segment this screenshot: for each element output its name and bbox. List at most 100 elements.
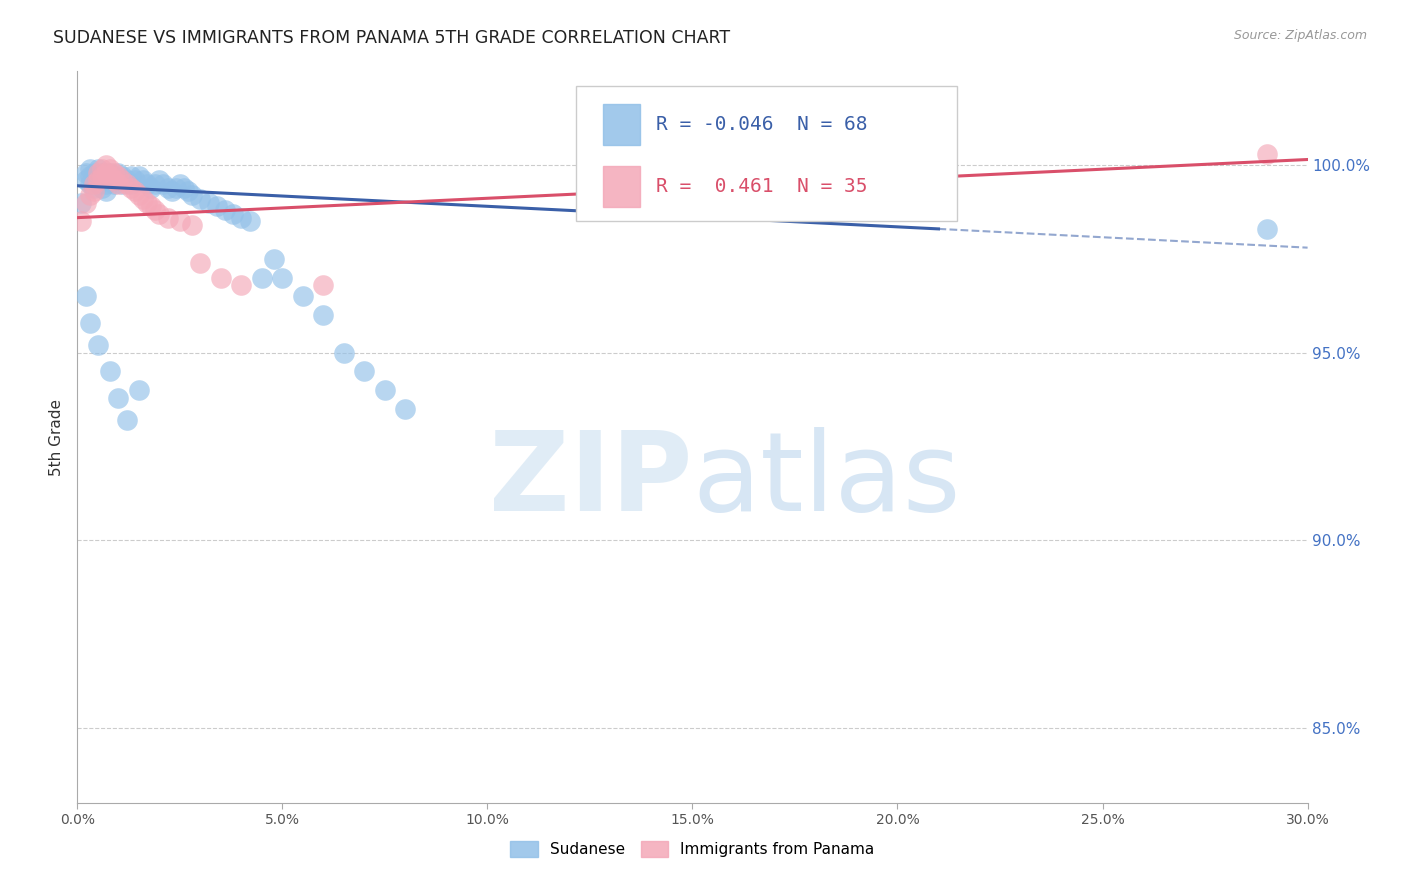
Point — [90, 180, 114, 194]
Point — [205, 199, 228, 213]
Point — [222, 207, 245, 221]
Point — [90, 173, 114, 187]
Point — [94, 158, 117, 172]
Point — [111, 169, 134, 184]
Point — [312, 278, 335, 293]
Point — [132, 192, 155, 206]
Point — [107, 166, 129, 180]
Point — [177, 185, 200, 199]
Point — [79, 169, 101, 184]
Point — [90, 169, 114, 184]
Point — [156, 180, 179, 194]
Point — [141, 199, 163, 213]
Point — [143, 177, 166, 191]
Point — [70, 214, 93, 228]
Point — [103, 169, 125, 184]
Point — [103, 166, 125, 180]
Point — [83, 180, 105, 194]
Point — [70, 195, 93, 210]
Point — [87, 338, 110, 352]
Point — [75, 195, 97, 210]
Point — [103, 173, 125, 187]
Point — [83, 166, 105, 180]
Point — [124, 185, 146, 199]
Legend: Sudanese, Immigrants from Panama: Sudanese, Immigrants from Panama — [510, 841, 875, 857]
Point — [181, 218, 204, 232]
Point — [169, 177, 191, 191]
Point — [263, 252, 285, 266]
Point — [239, 214, 262, 228]
Point — [231, 211, 253, 225]
Point — [128, 383, 150, 397]
Point — [115, 177, 138, 191]
Point — [214, 203, 236, 218]
Point — [173, 180, 195, 194]
Point — [1256, 222, 1278, 236]
Point — [94, 169, 117, 184]
Point — [111, 177, 134, 191]
Point — [79, 316, 101, 330]
Point — [98, 169, 121, 184]
Point — [79, 188, 101, 202]
Text: Source: ZipAtlas.com: Source: ZipAtlas.com — [1233, 29, 1367, 42]
Point — [197, 195, 219, 210]
Point — [152, 177, 174, 191]
Text: R = -0.046  N = 68: R = -0.046 N = 68 — [655, 114, 868, 134]
Point — [115, 173, 138, 187]
Point — [103, 177, 125, 191]
Point — [124, 173, 146, 187]
Point — [83, 173, 105, 187]
Point — [90, 166, 114, 180]
Point — [120, 180, 142, 194]
Point — [374, 383, 396, 397]
Point — [120, 177, 142, 191]
Point — [250, 270, 273, 285]
Point — [94, 177, 117, 191]
Point — [75, 173, 97, 187]
Point — [156, 211, 179, 225]
Point — [1256, 147, 1278, 161]
Point — [87, 166, 110, 180]
Bar — [603, 104, 640, 145]
Point — [132, 173, 155, 187]
Point — [136, 195, 159, 210]
Point — [165, 180, 187, 194]
Point — [141, 180, 163, 194]
Point — [75, 289, 97, 303]
Text: ZIP: ZIP — [489, 427, 693, 534]
Point — [271, 270, 294, 285]
Point — [312, 308, 335, 322]
Text: R =  0.461  N = 35: R = 0.461 N = 35 — [655, 177, 868, 195]
Point — [394, 401, 416, 416]
Point — [115, 413, 138, 427]
Point — [136, 177, 159, 191]
Bar — [603, 167, 640, 207]
Text: SUDANESE VS IMMIGRANTS FROM PANAMA 5TH GRADE CORRELATION CHART: SUDANESE VS IMMIGRANTS FROM PANAMA 5TH G… — [53, 29, 731, 46]
Point — [128, 169, 150, 184]
Point — [94, 185, 117, 199]
Point — [83, 177, 105, 191]
Point — [98, 364, 121, 378]
Point — [120, 169, 142, 184]
Point — [107, 169, 129, 184]
Point — [107, 177, 129, 191]
Point — [169, 214, 191, 228]
Y-axis label: 5th Grade: 5th Grade — [49, 399, 65, 475]
Point — [160, 185, 183, 199]
Point — [231, 278, 253, 293]
Point — [79, 177, 101, 191]
Point — [148, 173, 170, 187]
Point — [333, 345, 356, 359]
Point — [87, 173, 110, 187]
Point — [107, 173, 129, 187]
Point — [188, 255, 212, 269]
Point — [291, 289, 314, 303]
Point — [188, 192, 212, 206]
Point — [90, 161, 114, 176]
Point — [98, 161, 121, 176]
Point — [128, 188, 150, 202]
FancyBboxPatch shape — [575, 86, 957, 221]
Point — [209, 270, 232, 285]
Point — [353, 364, 375, 378]
Point — [87, 169, 110, 184]
